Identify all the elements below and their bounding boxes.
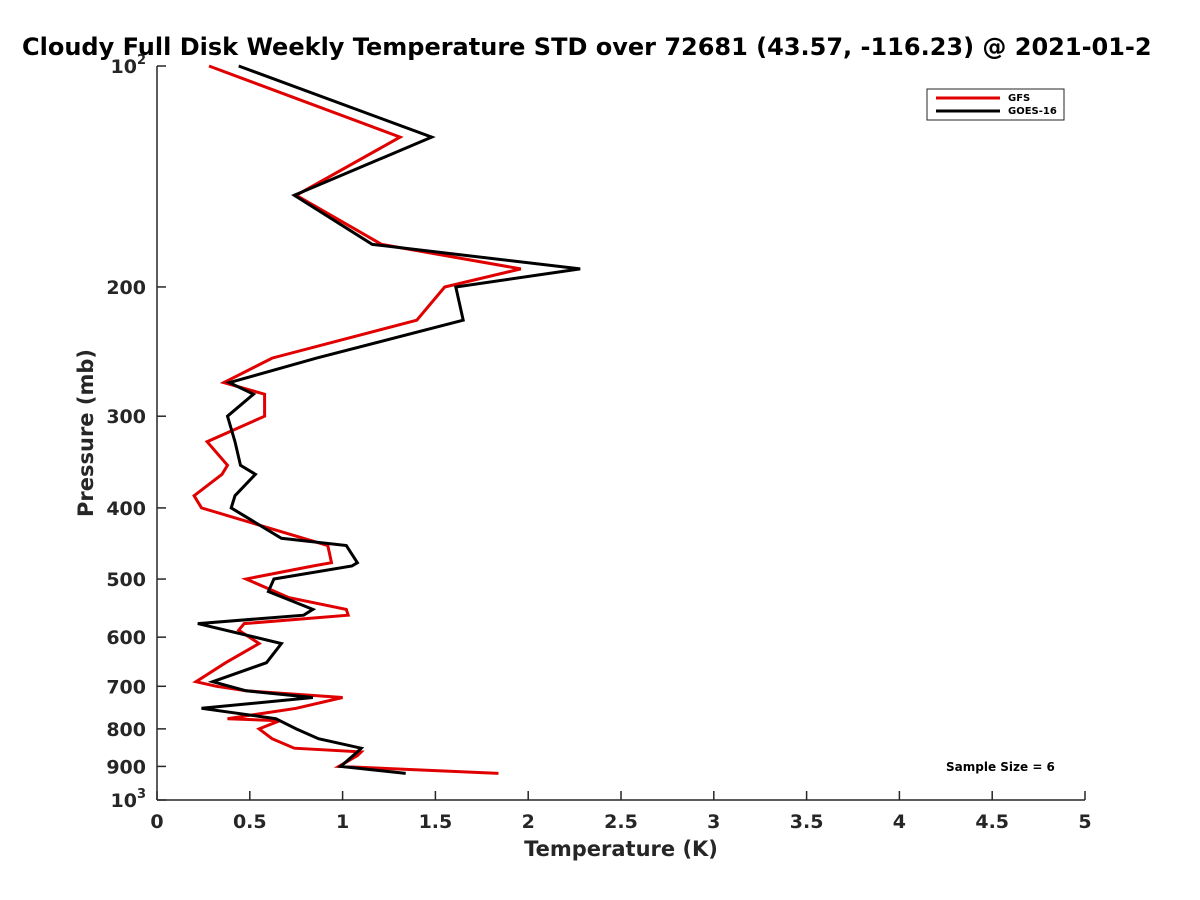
x-tick-label: 1.5 [419, 811, 453, 833]
x-tick-label: 3 [707, 811, 720, 833]
x-tick-label: 0.5 [233, 811, 267, 833]
y-tick-label: 700 [106, 676, 146, 698]
plot-area: 0 0.5 1 1.5 2 2.5 3 3.5 4 4.5 5 102 200 300 400 500 600… [106, 53, 1091, 833]
x-tick-label: 2 [522, 811, 535, 833]
y-axis-label: Pressure (mb) [74, 349, 98, 517]
legend-label-goes16: GOES-16 [1008, 106, 1057, 117]
series-line-goes-16 [197, 64, 581, 775]
legend-box [926, 88, 1065, 121]
sample-size-annotation: Sample Size = 6 [946, 760, 1055, 774]
y-tick-label: 103 [111, 787, 147, 812]
legend: GFS GOES-16 [926, 88, 1065, 121]
series-line-gfs [192, 64, 522, 775]
y-tick-label: 400 [106, 498, 146, 520]
y-tick-label: 102 [111, 53, 147, 78]
y-tick-label: 600 [106, 627, 146, 649]
x-tick-label: 1 [336, 811, 349, 833]
y-tick-label: 300 [106, 406, 146, 428]
y-tick-label: 800 [106, 719, 146, 741]
x-tick-label: 0 [150, 811, 163, 833]
x-tick-label: 5 [1078, 811, 1091, 833]
x-tick-label: 4 [893, 811, 906, 833]
x-axis-label: Temperature (K) [524, 837, 718, 861]
y-tick-label: 500 [106, 569, 146, 591]
x-tick-label: 4.5 [975, 811, 1009, 833]
y-axis-ticks: 102 200 300 400 500 600 700 800 900 103 [106, 53, 166, 812]
y-tick-label: 900 [106, 756, 146, 778]
y-tick-label: 200 [106, 277, 146, 299]
chart-title: Cloudy Full Disk Weekly Temperature STD … [22, 33, 1152, 61]
legend-label-gfs: GFS [1008, 93, 1030, 104]
series-lines [192, 64, 581, 775]
x-axis-ticks: 0 0.5 1 1.5 2 2.5 3 3.5 4 4.5 5 [150, 791, 1092, 833]
x-tick-label: 3.5 [790, 811, 824, 833]
x-tick-label: 2.5 [604, 811, 638, 833]
